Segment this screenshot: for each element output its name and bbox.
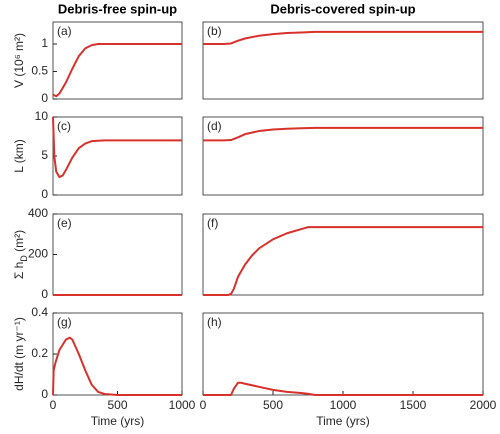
x-axis-label: Time (yrs) [91, 414, 145, 428]
y-axis-label-part: D [19, 255, 29, 262]
y-axis-label-part: (m²) [12, 230, 26, 255]
y-axis-label: dH/dt (m yr⁻¹) [12, 317, 26, 391]
data-line [52, 43, 182, 98]
y-tick-label: 0 [41, 91, 48, 105]
axes-box [52, 21, 183, 100]
y-axis-label: L (km) [12, 139, 26, 173]
x-tick-label: 500 [263, 398, 283, 412]
axes-box [52, 312, 183, 396]
data-line [52, 336, 182, 396]
y-tick-label: 1 [41, 36, 48, 50]
data-line [203, 126, 483, 142]
panel-label: (a) [57, 24, 72, 38]
x-tick-label: 1000 [330, 398, 357, 412]
y-tick-label: 0 [41, 387, 48, 401]
data-line [203, 30, 483, 45]
panel-label: (g) [57, 315, 72, 329]
axes-box [202, 21, 484, 100]
panel-label: (h) [207, 315, 222, 329]
axes-box [202, 116, 484, 196]
column-title: Debris-covered spin-up [270, 1, 415, 16]
panel-label: (e) [57, 216, 72, 230]
x-axis-label: Time (yrs) [316, 414, 370, 428]
y-tick-label: 0.5 [31, 64, 48, 78]
y-axis-label: Σ hD (m²) [12, 230, 29, 279]
y-axis-label-part: Σ h [12, 262, 26, 279]
y-tick-label: 0 [41, 287, 48, 301]
y-tick-label: 200 [28, 247, 48, 261]
data-line [203, 381, 483, 396]
y-tick-label: 0.2 [31, 346, 48, 360]
column-title: Debris-free spin-up [58, 1, 177, 16]
axes-box [202, 213, 484, 296]
data-line [52, 116, 182, 179]
x-tick-label: 2000 [470, 398, 497, 412]
axes-box [52, 213, 183, 296]
x-tick-label: 1500 [400, 398, 427, 412]
data-line [203, 226, 483, 296]
x-tick-label: 0 [50, 398, 57, 412]
y-tick-label: 0 [41, 187, 48, 201]
y-tick-label: 0.4 [31, 305, 48, 319]
y-axis-label: V (10⁶ m²) [12, 33, 26, 88]
panel-label: (c) [57, 119, 71, 133]
panel-label: (b) [207, 24, 222, 38]
y-tick-label: 5 [41, 148, 48, 162]
y-tick-label: 10 [35, 109, 49, 123]
x-tick-label: 0 [200, 398, 207, 412]
x-tick-label: 1000 [169, 398, 196, 412]
axes-box [202, 312, 484, 396]
y-tick-label: 400 [28, 206, 48, 220]
panel-label: (f) [207, 216, 218, 230]
panel-label: (d) [207, 119, 222, 133]
x-tick-label: 500 [107, 398, 127, 412]
